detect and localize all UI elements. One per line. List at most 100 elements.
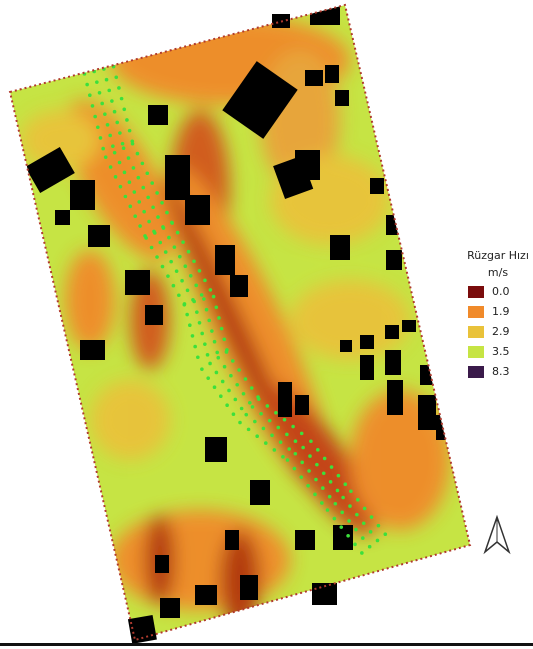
road-marker: [122, 146, 126, 150]
road-marker: [225, 403, 229, 407]
road-marker: [167, 236, 171, 240]
road-marker: [185, 313, 189, 317]
road-marker: [279, 440, 283, 444]
wind-field: [10, 5, 470, 640]
road-marker: [363, 507, 367, 511]
road-marker: [203, 279, 207, 283]
road-marker: [264, 441, 268, 445]
road-marker: [188, 323, 192, 327]
road-marker: [104, 155, 108, 159]
road-marker: [187, 250, 191, 254]
road-marker: [315, 463, 319, 467]
road-marker: [172, 284, 176, 288]
road-marker: [133, 190, 137, 194]
road-marker: [212, 295, 216, 299]
road-marker: [122, 107, 126, 111]
road-marker: [113, 110, 117, 114]
road-marker: [195, 310, 199, 314]
road-marker: [247, 428, 251, 432]
road-marker: [205, 308, 209, 312]
road-marker: [170, 221, 174, 225]
road-marker: [162, 226, 166, 230]
road-marker: [353, 543, 357, 547]
road-marker: [108, 134, 112, 138]
road-marker: [99, 136, 103, 140]
legend-swatch: [468, 286, 484, 298]
road-marker: [219, 394, 223, 398]
road-marker: [360, 551, 364, 555]
road-marker: [100, 102, 104, 106]
road-marker: [215, 351, 219, 355]
road-marker: [314, 478, 318, 482]
road-marker: [107, 89, 111, 93]
road-marker: [242, 392, 246, 396]
road-marker: [308, 454, 312, 458]
road-marker: [88, 93, 92, 97]
road-marker: [145, 171, 149, 175]
road-marker: [244, 413, 248, 417]
road-marker: [376, 539, 380, 543]
road-marker: [369, 530, 373, 534]
legend: Rüzgar Hızı m/s 0.01.92.93.58.3: [467, 249, 529, 378]
road-marker: [138, 224, 142, 228]
road-marker: [95, 80, 99, 84]
road-marker: [341, 496, 345, 500]
road-marker: [244, 377, 248, 381]
road-marker: [362, 521, 366, 525]
road-marker: [346, 534, 350, 538]
road-marker: [333, 517, 337, 521]
road-marker: [142, 210, 146, 214]
road-marker: [198, 269, 202, 273]
road-marker: [118, 161, 122, 165]
legend-swatch: [468, 326, 484, 338]
road-marker: [186, 288, 190, 292]
road-marker: [322, 471, 326, 475]
road-marker: [131, 142, 135, 146]
road-marker: [273, 448, 277, 452]
road-marker: [320, 501, 324, 505]
road-marker: [175, 269, 179, 273]
road-marker: [266, 404, 270, 408]
road-marker: [221, 380, 225, 384]
road-marker: [96, 125, 100, 129]
road-marker: [203, 342, 207, 346]
road-marker: [313, 493, 317, 497]
road-marker: [114, 75, 118, 79]
road-marker: [85, 83, 89, 87]
road-marker: [343, 482, 347, 486]
road-marker: [132, 166, 136, 170]
road-marker: [200, 367, 204, 371]
legend-label: 0.0: [492, 285, 510, 298]
road-marker: [91, 104, 95, 108]
road-marker: [235, 383, 239, 387]
road-marker: [309, 439, 313, 443]
road-marker: [339, 525, 343, 529]
road-marker: [98, 91, 102, 95]
road-marker: [177, 293, 181, 297]
road-marker: [184, 264, 188, 268]
road-marker: [160, 201, 164, 205]
road-marker: [125, 118, 129, 122]
road-marker: [153, 231, 157, 235]
road-marker: [110, 99, 114, 103]
road-marker: [222, 337, 226, 341]
road-marker: [307, 469, 311, 473]
road-marker: [329, 480, 333, 484]
road-marker: [253, 420, 257, 424]
road-marker: [286, 458, 290, 462]
road-marker: [214, 305, 218, 309]
road-marker: [238, 421, 242, 425]
road-marker: [377, 524, 381, 528]
road-marker: [109, 165, 113, 169]
road-marker: [255, 434, 259, 438]
road-marker: [156, 215, 160, 219]
road-marker: [151, 205, 155, 209]
road-marker: [128, 180, 132, 184]
road-marker: [191, 334, 195, 338]
legend-label: 8.3: [492, 365, 510, 378]
road-marker: [194, 284, 198, 288]
road-marker: [144, 236, 148, 240]
road-marker: [220, 327, 224, 331]
road-marker: [248, 401, 252, 405]
road-marker: [383, 532, 387, 536]
